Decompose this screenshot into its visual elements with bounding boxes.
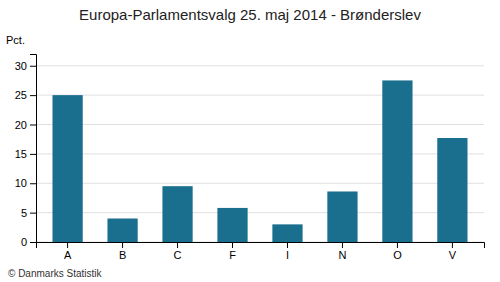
tick-label: A bbox=[64, 249, 72, 261]
y-label: Pct. bbox=[6, 34, 25, 46]
axis-line bbox=[37, 243, 485, 249]
tick-label: C bbox=[174, 249, 182, 261]
footer: © Danmarks Statistik bbox=[8, 268, 103, 279]
grid-line bbox=[36, 95, 484, 96]
tick-label: 10 bbox=[15, 177, 27, 189]
tick-mark bbox=[30, 95, 36, 96]
tick: O bbox=[393, 242, 402, 261]
grid bbox=[36, 66, 484, 242]
bar bbox=[107, 219, 137, 243]
tick-label: N bbox=[338, 249, 346, 261]
bar bbox=[162, 186, 192, 242]
tick-label: B bbox=[119, 249, 126, 261]
tick-mark bbox=[30, 183, 36, 184]
bar bbox=[382, 80, 412, 242]
tick: 5 bbox=[21, 207, 36, 219]
tick: 15 bbox=[15, 148, 36, 160]
grid-line bbox=[36, 124, 484, 125]
tick: N bbox=[338, 242, 346, 261]
tick: 30 bbox=[15, 60, 36, 72]
tick-label: V bbox=[449, 249, 457, 261]
title: Europa-Parlamentsvalg 25. maj 2014 - Brø… bbox=[79, 6, 421, 23]
tick-label: I bbox=[286, 249, 289, 261]
tick-label: F bbox=[229, 249, 236, 261]
tick-mark bbox=[232, 242, 233, 248]
tick: 25 bbox=[15, 89, 36, 101]
tick-mark bbox=[122, 242, 123, 248]
tick-label: 5 bbox=[21, 207, 27, 219]
y-axis: 0 5 10 15 20 25 30 bbox=[15, 55, 37, 249]
tick: F bbox=[229, 242, 236, 261]
tick-mark bbox=[30, 242, 36, 243]
grid-line bbox=[36, 212, 484, 213]
grid-line bbox=[36, 65, 484, 66]
tick-mark bbox=[452, 242, 453, 248]
bar bbox=[272, 224, 302, 242]
grid-line bbox=[36, 153, 484, 154]
tick: V bbox=[449, 242, 457, 261]
tick-mark bbox=[287, 242, 288, 248]
tick-mark bbox=[30, 125, 36, 126]
tick: C bbox=[174, 242, 182, 261]
tick-mark bbox=[30, 213, 36, 214]
tick: I bbox=[286, 242, 289, 261]
tick: B bbox=[119, 242, 126, 261]
bars bbox=[52, 80, 467, 242]
tick-mark bbox=[67, 242, 68, 248]
tick: 10 bbox=[15, 177, 36, 189]
bar bbox=[437, 138, 467, 242]
tick-label: 30 bbox=[15, 60, 27, 72]
tick-mark bbox=[30, 66, 36, 67]
bar bbox=[217, 208, 247, 242]
tick-mark bbox=[30, 154, 36, 155]
tick-label: 0 bbox=[21, 236, 27, 248]
grid-line bbox=[36, 183, 484, 184]
x-axis: ABCFINOV bbox=[37, 242, 485, 261]
tick: 0 bbox=[21, 236, 36, 248]
tick-label: 20 bbox=[15, 119, 27, 131]
tick-mark bbox=[177, 242, 178, 248]
tick-mark bbox=[397, 242, 398, 248]
tick-mark bbox=[342, 242, 343, 248]
chart: Europa-Parlamentsvalg 25. maj 2014 - Brø… bbox=[0, 0, 500, 282]
tick: 20 bbox=[15, 119, 36, 131]
bar bbox=[327, 191, 357, 242]
tick-label: 15 bbox=[15, 148, 27, 160]
axis-line bbox=[30, 55, 37, 243]
bar bbox=[52, 95, 82, 242]
plot: 0 5 10 15 20 25 30 A B C F I N O V bbox=[15, 55, 485, 261]
tick-label: 25 bbox=[15, 89, 27, 101]
tick-label: O bbox=[393, 249, 402, 261]
tick: A bbox=[64, 242, 72, 261]
